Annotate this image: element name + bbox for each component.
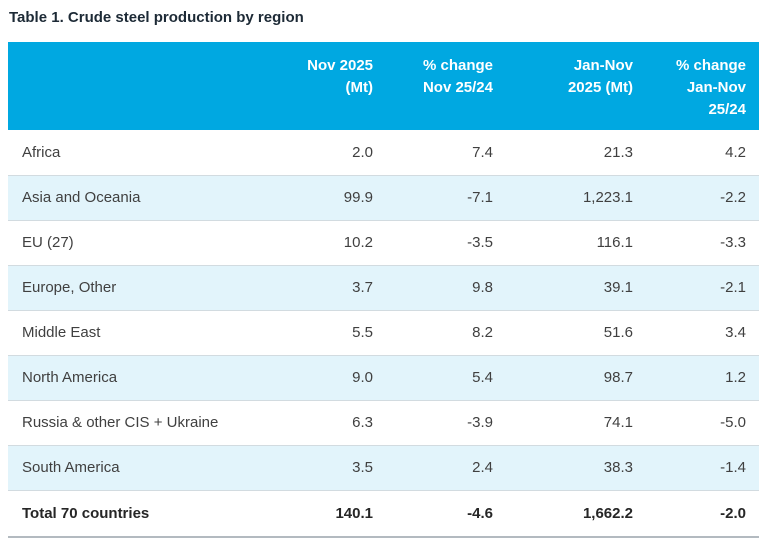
value-cell: 9.8 [386, 264, 506, 310]
region-cell: EU (27) [8, 219, 259, 265]
value-cell: 116.1 [506, 219, 646, 265]
value-cell: 39.1 [506, 264, 646, 310]
value-cell: 5.4 [386, 354, 506, 400]
table-row-middle-east: Middle East 5.5 8.2 51.6 3.4 [8, 309, 759, 355]
total-value-cell: 1,662.2 [506, 489, 646, 538]
value-cell: 7.4 [472, 143, 493, 161]
table-row-europe-other: Europe, Other 3.7 9.8 39.1 -2.1 [8, 264, 759, 310]
header-line: Nov 2025 [307, 57, 373, 74]
value-cell: 2.4 [386, 444, 506, 490]
region-cell: Europe, Other [8, 264, 259, 310]
value-cell: -1.4 [646, 444, 759, 490]
region-cell: Africa [22, 143, 61, 161]
region-cell: South America [8, 444, 259, 490]
value-cell: 1,223.1 [506, 174, 646, 220]
value-cell: 99.9 [259, 174, 386, 220]
value-cell: 74.1 [506, 399, 646, 445]
total-label-cell: Total 70 countries [8, 489, 259, 538]
value-cell: 5.5 [259, 309, 386, 355]
table-row-africa: Africa 2.0 7.4 21.3 4.2 [8, 130, 759, 175]
value-cell: -2.2 [646, 174, 759, 220]
header-line: 2025 (Mt) [567, 79, 633, 96]
value-cell: -3.3 [646, 219, 759, 265]
table-header-row: Nov 2025 (Mt) % change Nov 25/24 Jan-Nov… [8, 42, 759, 130]
value-cell: 8.2 [386, 309, 506, 355]
value-cell: -7.1 [386, 174, 506, 220]
value-cell: 98.7 [506, 354, 646, 400]
crude-steel-production-table: Nov 2025 (Mt) % change Nov 25/24 Jan-Nov… [8, 42, 759, 538]
table-row-eu-27: EU (27) 10.2 -3.5 116.1 -3.3 [8, 219, 759, 265]
value-cell: 9.0 [259, 354, 386, 400]
value-cell: -3.9 [386, 399, 506, 445]
header-line: (Mt) [345, 79, 373, 96]
region-cell: North America [8, 354, 259, 400]
total-value-cell: -4.6 [386, 489, 506, 538]
col-header-jan-nov-2025-mt: Jan-Nov 2025 (Mt) [506, 42, 646, 130]
region-cell: Middle East [8, 309, 259, 355]
header-line: % change [422, 57, 493, 74]
total-value-cell: 140.1 [259, 489, 386, 538]
region-cell: Russia & other CIS + Ukraine [8, 399, 259, 445]
col-header-nov-2025-mt: Nov 2025 (Mt) [259, 42, 386, 130]
total-value-cell: -2.0 [646, 489, 759, 538]
value-cell: 6.3 [259, 399, 386, 445]
header-line: Nov 25/24 [422, 79, 493, 96]
value-cell: 38.3 [506, 444, 646, 490]
value-cell: 1.2 [646, 354, 759, 400]
table-row-asia-and-oceania: Asia and Oceania 99.9 -7.1 1,223.1 -2.2 [8, 174, 759, 220]
value-cell: 2.0 [352, 143, 373, 161]
header-line: 25/24 [708, 101, 746, 118]
col-header-region [8, 42, 259, 130]
col-header-pct-change-nov: % change Nov 25/24 [386, 42, 506, 130]
table-title: Table 1. Crude steel production by regio… [9, 9, 304, 26]
value-cell: 21.3 [603, 143, 633, 161]
header-line: Jan-Nov [573, 57, 633, 74]
value-cell: 3.4 [646, 309, 759, 355]
value-cell: 51.6 [506, 309, 646, 355]
region-cell: Asia and Oceania [8, 174, 259, 220]
col-header-pct-change-jan-nov: % change Jan-Nov 25/24 [646, 42, 759, 130]
value-cell: -5.0 [646, 399, 759, 445]
value-cell: 3.5 [259, 444, 386, 490]
table-row-russia-cis-ukraine: Russia & other CIS + Ukraine 6.3 -3.9 74… [8, 399, 759, 445]
value-cell: 10.2 [259, 219, 386, 265]
table-row-total: Total 70 countries 140.1 -4.6 1,662.2 -2… [8, 489, 759, 538]
value-cell: 3.7 [259, 264, 386, 310]
table-row-south-america: South America 3.5 2.4 38.3 -1.4 [8, 444, 759, 490]
value-cell: -3.5 [386, 219, 506, 265]
value-cell: 4.2 [725, 143, 746, 161]
value-cell: -2.1 [646, 264, 759, 310]
header-line: Jan-Nov [686, 79, 746, 96]
header-line: % change [675, 57, 746, 74]
table-row-north-america: North America 9.0 5.4 98.7 1.2 [8, 354, 759, 400]
